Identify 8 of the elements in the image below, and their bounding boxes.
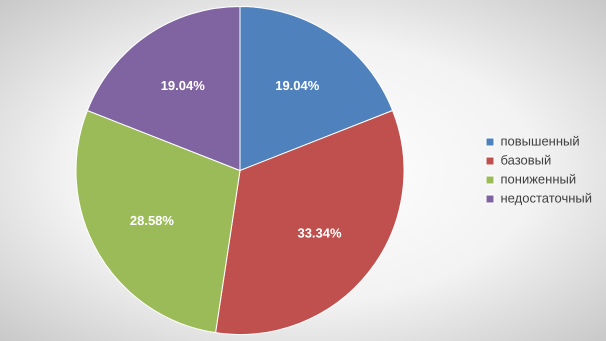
legend-label: недостаточный <box>500 190 592 206</box>
data-label: 19.04% <box>275 78 320 94</box>
legend-label: повышенный <box>500 134 580 149</box>
data-label: 28.58% <box>130 212 174 228</box>
legend-label: базовый <box>500 152 552 168</box>
data-label: 19.04% <box>160 78 206 94</box>
legend-label: пониженный <box>500 172 576 187</box>
data-label: 33.34% <box>297 225 342 240</box>
